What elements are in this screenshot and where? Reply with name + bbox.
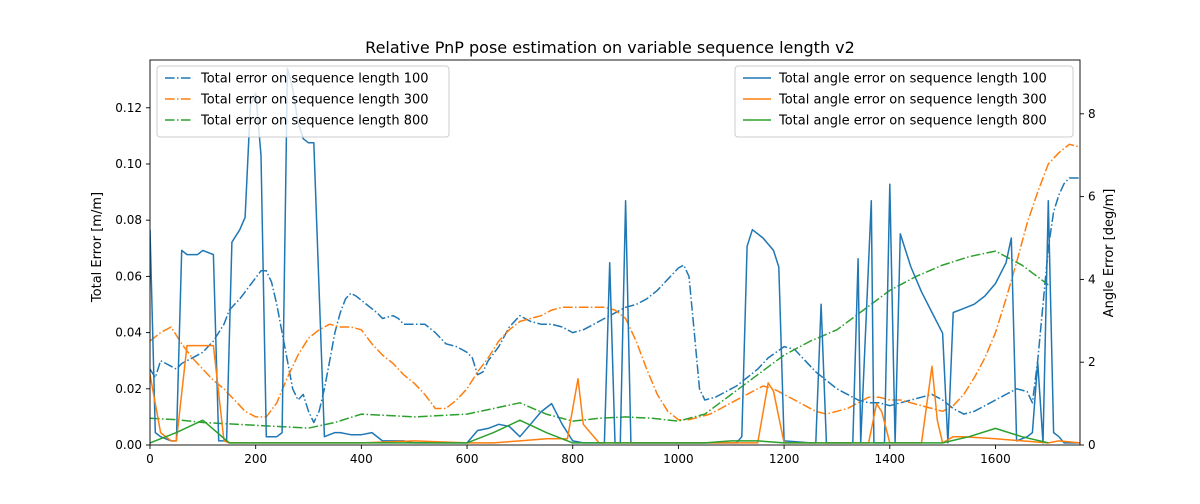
y-right-tick-label: 6 [1088, 190, 1096, 204]
plot-frame [149, 59, 1081, 446]
right-legend-label: Total angle error on sequence length 100 [778, 72, 1047, 87]
y-left-tick-label: 0.10 [115, 157, 142, 171]
x-tick-label: 400 [350, 452, 373, 466]
x-tick-label: 800 [561, 452, 584, 466]
x-tick-label: 0 [146, 452, 154, 466]
y-axis-label-right: Angle Error [deg/m] [1102, 189, 1117, 318]
y-left-tick-label: 0.12 [115, 101, 142, 115]
x-tick-label: 1000 [663, 452, 694, 466]
y-right-tick-label: 0 [1088, 438, 1096, 452]
left-legend-label: Total error on sequence length 100 [200, 72, 429, 87]
y-left-tick-label: 0.08 [115, 213, 142, 227]
left-series-line-2 [150, 143, 1080, 421]
y-right-tick-label: 4 [1088, 272, 1096, 286]
y-left-tick-label: 0.06 [115, 269, 142, 283]
y-left-tick-label: 0.00 [115, 438, 142, 452]
right-legend-label: Total angle error on sequence length 300 [778, 93, 1047, 108]
plot-area: 0 200 400 600 800 1000 1200 1400 1600 0.00 0.02 0.0… [115, 59, 1096, 466]
y-left-tick-label: 0.02 [115, 382, 142, 396]
right-legend-box [734, 65, 1074, 138]
x-tick-label: 600 [456, 452, 479, 466]
x-tick-label: 1200 [769, 452, 800, 466]
left-legend-box [156, 65, 450, 138]
y-left-tick-label: 0.04 [115, 326, 142, 340]
y-right-tick-label: 2 [1088, 355, 1096, 369]
y-axis-label-left: Total Error [m/m] [90, 192, 105, 303]
x-tick-label: 1400 [874, 452, 905, 466]
left-legend-label: Total error on sequence length 300 [200, 93, 429, 108]
chart-title: Relative PnP pose estimation on variable… [365, 38, 855, 57]
right-legend-label: Total angle error on sequence length 800 [778, 114, 1047, 129]
x-tick-label: 200 [244, 452, 267, 466]
left-series-line-1 [150, 177, 1080, 424]
left-legend-label: Total error on sequence length 800 [200, 114, 429, 129]
right-series-line-3 [150, 419, 1049, 444]
x-tick-label: 1600 [980, 452, 1011, 466]
y-right-tick-label: 8 [1088, 107, 1096, 121]
